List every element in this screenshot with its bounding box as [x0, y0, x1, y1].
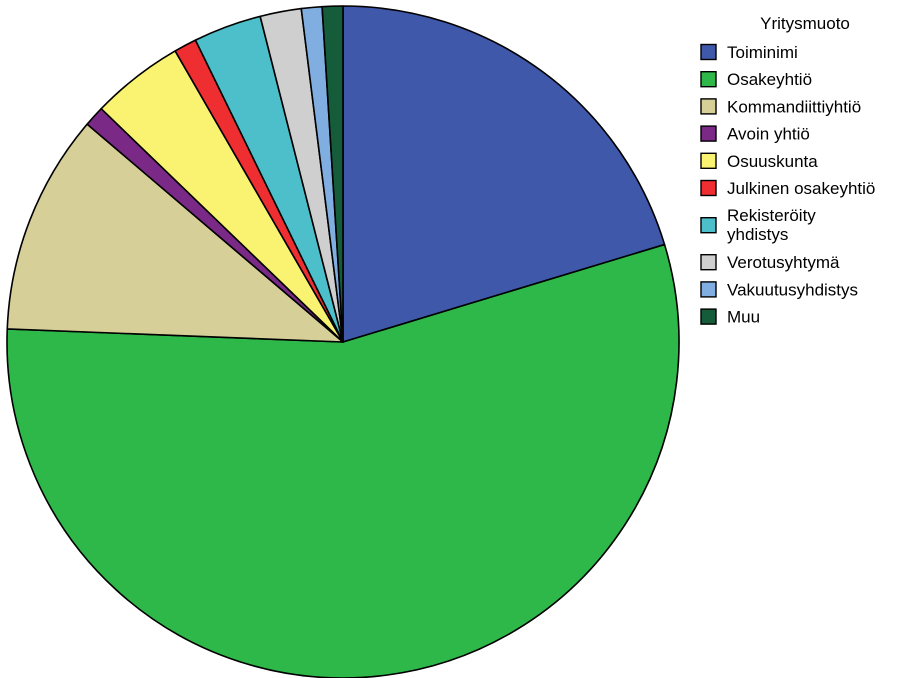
legend-title: Yritysmuoto	[760, 14, 850, 33]
legend-swatch	[700, 308, 717, 325]
legend-swatch	[700, 253, 717, 271]
legend-label: Kommandiittiyhtiö	[727, 97, 861, 116]
legend-label: Osuuskunta	[727, 152, 818, 171]
pie-slice-toiminimi	[342, 5, 666, 343]
legend-label: Julkinen osakeyhtiö	[727, 179, 875, 198]
legend-swatch	[700, 179, 717, 197]
pie-slice-osakeyhtiö	[6, 243, 680, 678]
pie-slice-muu	[321, 5, 344, 343]
pie-slices	[6, 5, 680, 678]
legend-label: Osakeyhtiö	[727, 70, 812, 89]
legend-label: Vakuutusyhdistys	[727, 280, 858, 299]
legend-swatch	[700, 43, 717, 61]
legend-label: Muu	[727, 308, 760, 327]
legend-label: Verotusyhtymä	[727, 253, 840, 272]
legend-label: Toiminimi	[727, 43, 798, 62]
legend: Yritysmuoto Toiminimi Osakeyhtiö Kommandii…	[700, 14, 875, 327]
legend-swatch	[700, 152, 717, 170]
legend-swatch	[700, 216, 717, 234]
legend-swatch	[700, 70, 717, 88]
legend-swatch	[700, 98, 717, 115]
legend-swatch	[700, 125, 717, 142]
pie-slice-kommandiittiyhtiö	[6, 123, 344, 343]
legend-label: Avoin yhtiö	[727, 125, 810, 144]
legend-label: Rekisteröity yhdistys	[727, 206, 816, 244]
legend-swatch	[700, 281, 717, 298]
